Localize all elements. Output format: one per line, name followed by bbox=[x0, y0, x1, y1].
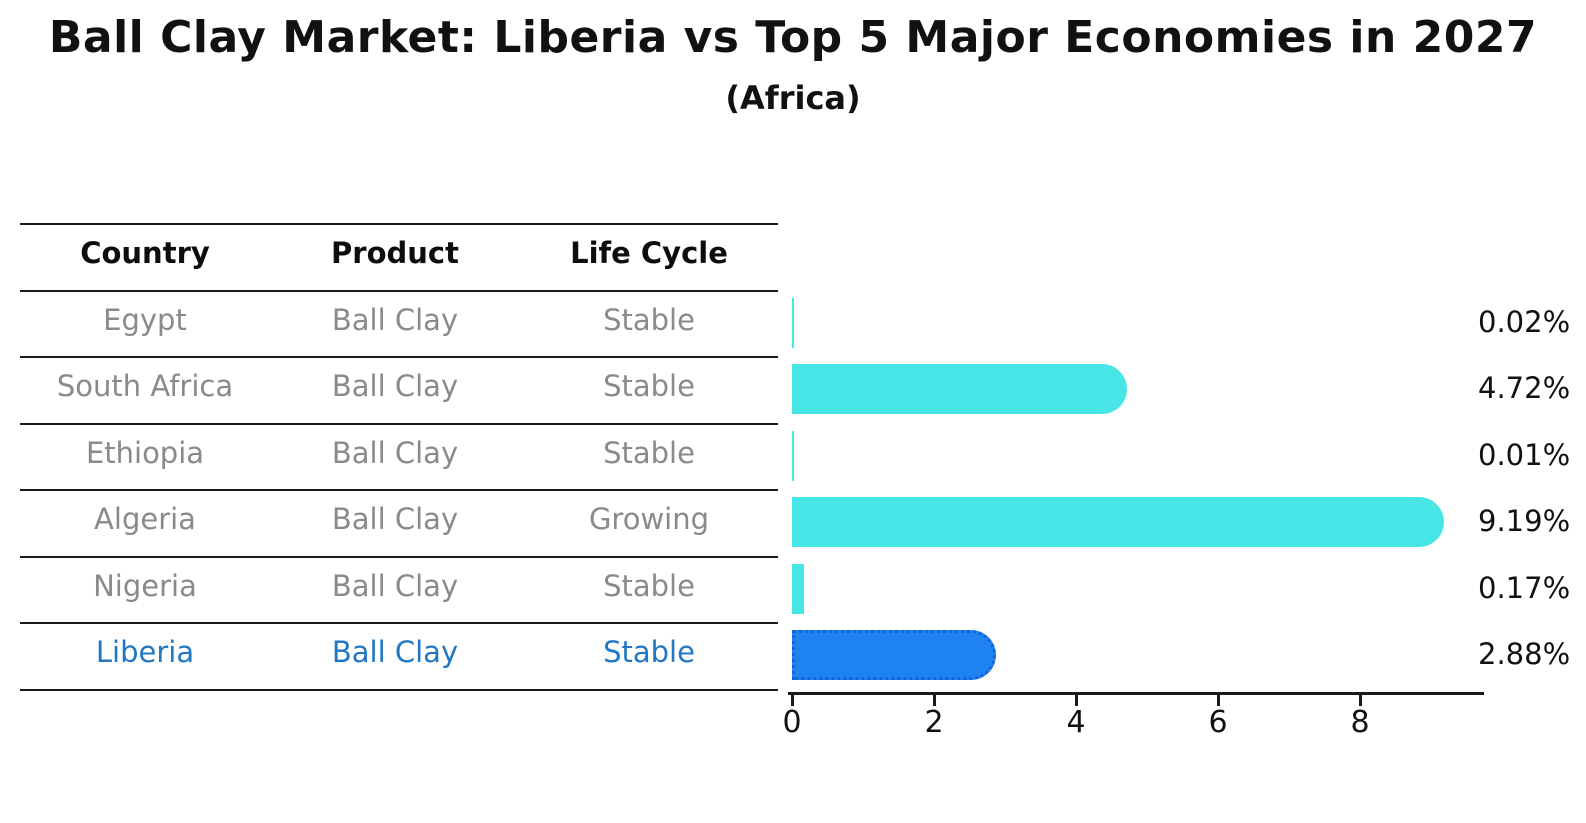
table-cell-life-cycle: Stable bbox=[603, 302, 695, 337]
x-axis-tick-label: 4 bbox=[1066, 705, 1086, 740]
value-label: 2.88% bbox=[1478, 637, 1571, 672]
table-cell-life-cycle: Stable bbox=[603, 369, 695, 404]
table-cell-life-cycle: Stable bbox=[603, 635, 695, 670]
x-axis-tick-label: 2 bbox=[924, 705, 944, 740]
table-row: Liberia Ball Clay Stable bbox=[20, 635, 778, 669]
table-cell-country: South Africa bbox=[56, 369, 234, 404]
table-cell-country: Nigeria bbox=[93, 568, 197, 603]
x-axis-spine bbox=[788, 692, 1484, 695]
table-separator-line bbox=[20, 422, 778, 425]
value-label: 4.72% bbox=[1478, 371, 1571, 406]
value-label: 0.02% bbox=[1478, 304, 1571, 339]
table-separator-line bbox=[20, 688, 778, 691]
table-row: Algeria Ball Clay Growing bbox=[20, 502, 778, 536]
table-cell-country: Ethiopia bbox=[85, 435, 205, 470]
bar-ethiopia bbox=[792, 430, 794, 481]
table-cell-country: Algeria bbox=[94, 502, 196, 537]
table-cell-product: Ball Clay bbox=[331, 568, 459, 603]
x-axis-tick-label: 8 bbox=[1350, 705, 1370, 740]
table-cell-life-cycle: Stable bbox=[603, 435, 695, 470]
x-axis-tick bbox=[790, 695, 794, 706]
table-header-product: Product bbox=[331, 236, 459, 271]
x-axis-tick bbox=[1358, 695, 1362, 706]
bar-south-africa bbox=[792, 364, 1128, 415]
table-header-country: Country bbox=[80, 236, 210, 271]
x-axis-tick-label: 0 bbox=[782, 705, 802, 740]
value-label: 0.17% bbox=[1478, 570, 1571, 605]
table-separator-line bbox=[20, 622, 778, 624]
table-cell-product: Ball Clay bbox=[331, 369, 459, 404]
table-cell-life-cycle: Growing bbox=[588, 502, 710, 537]
table-cell-life-cycle: Stable bbox=[603, 568, 695, 603]
table-row: Ethiopia Ball Clay Stable bbox=[20, 436, 778, 470]
table-separator-line bbox=[20, 555, 778, 558]
bar-highlight-liberia bbox=[792, 630, 997, 681]
table-separator-line bbox=[20, 489, 778, 491]
table-cell-product: Ball Clay bbox=[331, 302, 459, 337]
table-cell-product: Ball Clay bbox=[331, 635, 459, 670]
table-separator-line bbox=[20, 289, 778, 292]
value-label: 0.01% bbox=[1478, 437, 1571, 472]
table-row: Egypt Ball Clay Stable bbox=[20, 303, 778, 337]
chart-title: Ball Clay Market: Liberia vs Top 5 Major… bbox=[48, 12, 1538, 63]
table-cell-product: Ball Clay bbox=[331, 435, 459, 470]
x-axis-tick bbox=[932, 695, 936, 706]
table-row: Nigeria Ball Clay Stable bbox=[20, 569, 778, 603]
value-label: 9.19% bbox=[1478, 504, 1571, 539]
table-cell-product: Ball Clay bbox=[331, 502, 459, 537]
bar-nigeria bbox=[792, 563, 805, 614]
chart-subtitle: (Africa) bbox=[725, 79, 861, 117]
x-axis-tick-label: 6 bbox=[1208, 705, 1228, 740]
table-cell-country: Liberia bbox=[95, 635, 195, 670]
x-axis-tick bbox=[1216, 695, 1220, 706]
table-header-life-cycle: Life Cycle bbox=[570, 236, 728, 271]
table-cell-country: Egypt bbox=[103, 302, 187, 337]
table-header-row: Country Product Life Cycle bbox=[20, 236, 778, 270]
bar-egypt bbox=[792, 297, 794, 348]
table-row: South Africa Ball Clay Stable bbox=[20, 369, 778, 403]
x-axis-tick bbox=[1074, 695, 1078, 706]
bar-algeria bbox=[792, 497, 1445, 548]
table-separator-line bbox=[20, 223, 778, 225]
table-separator-line bbox=[20, 356, 778, 358]
